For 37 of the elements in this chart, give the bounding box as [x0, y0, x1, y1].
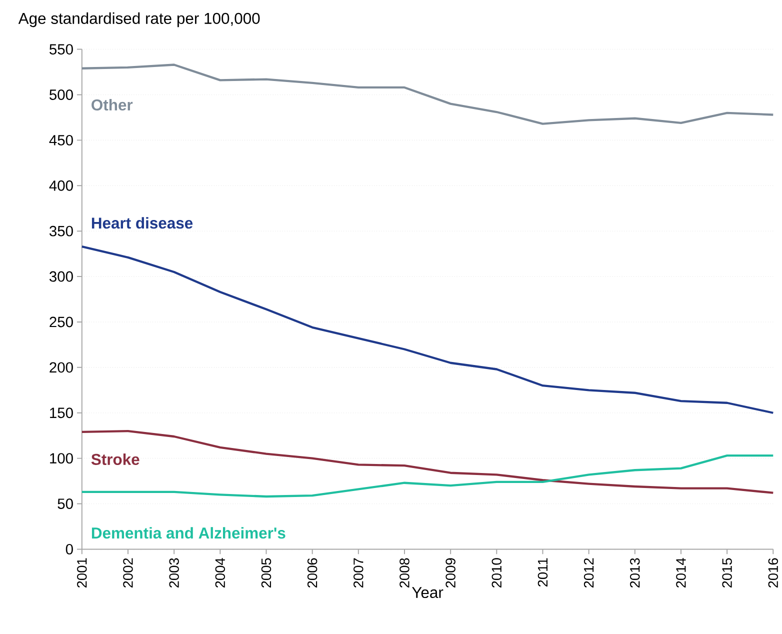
x-tick-label: 2010 [492, 558, 502, 588]
y-tick-label: 300 [49, 271, 73, 282]
series-label: Other [92, 98, 133, 111]
y-tick-label: 250 [50, 316, 73, 328]
y-tick-label: 200 [50, 362, 73, 373]
x-tick-label: 2003 [169, 558, 179, 588]
x-tick-label: 2002 [123, 558, 133, 588]
x-axis-title: Year [412, 587, 444, 598]
series-label: Heart disease [92, 217, 193, 229]
y-axis-title: Age standardised rate per 100,000 [18, 12, 260, 28]
x-tick-label: 2009 [446, 558, 456, 588]
x-tick-label: 2005 [261, 558, 272, 588]
y-tick-label: 550 [50, 44, 73, 55]
line-series [80, 430, 774, 494]
x-tick-label: 2006 [307, 558, 318, 588]
x-tick-label: 2012 [584, 558, 594, 588]
y-tick-label: 500 [50, 90, 73, 100]
x-tick-label: 2004 [215, 558, 226, 588]
y-tick-label: 350 [49, 226, 73, 236]
x-tick-label: 2015 [722, 558, 732, 588]
x-tick-label: 2007 [354, 558, 364, 588]
x-tick-label: 2001 [77, 558, 87, 588]
line-series [80, 64, 774, 125]
series-label: Stroke [91, 453, 140, 465]
x-tick-label: 2013 [630, 558, 640, 588]
x-tick-label: 2014 [676, 558, 686, 588]
y-tick-label: 0 [66, 544, 73, 554]
y-tick-label: 400 [49, 180, 73, 191]
x-tick-label: 2008 [400, 558, 410, 588]
y-tick-label: 50 [58, 498, 73, 509]
y-tick-label: 100 [50, 453, 73, 464]
line-series [80, 245, 774, 414]
y-tick-label: 150 [50, 408, 73, 418]
series-label: Dementia and Alzheimer's [92, 527, 286, 539]
x-tick-label: 2016 [768, 558, 778, 588]
y-tick-label: 450 [49, 134, 73, 146]
x-tick-label: 2011 [538, 558, 548, 586]
